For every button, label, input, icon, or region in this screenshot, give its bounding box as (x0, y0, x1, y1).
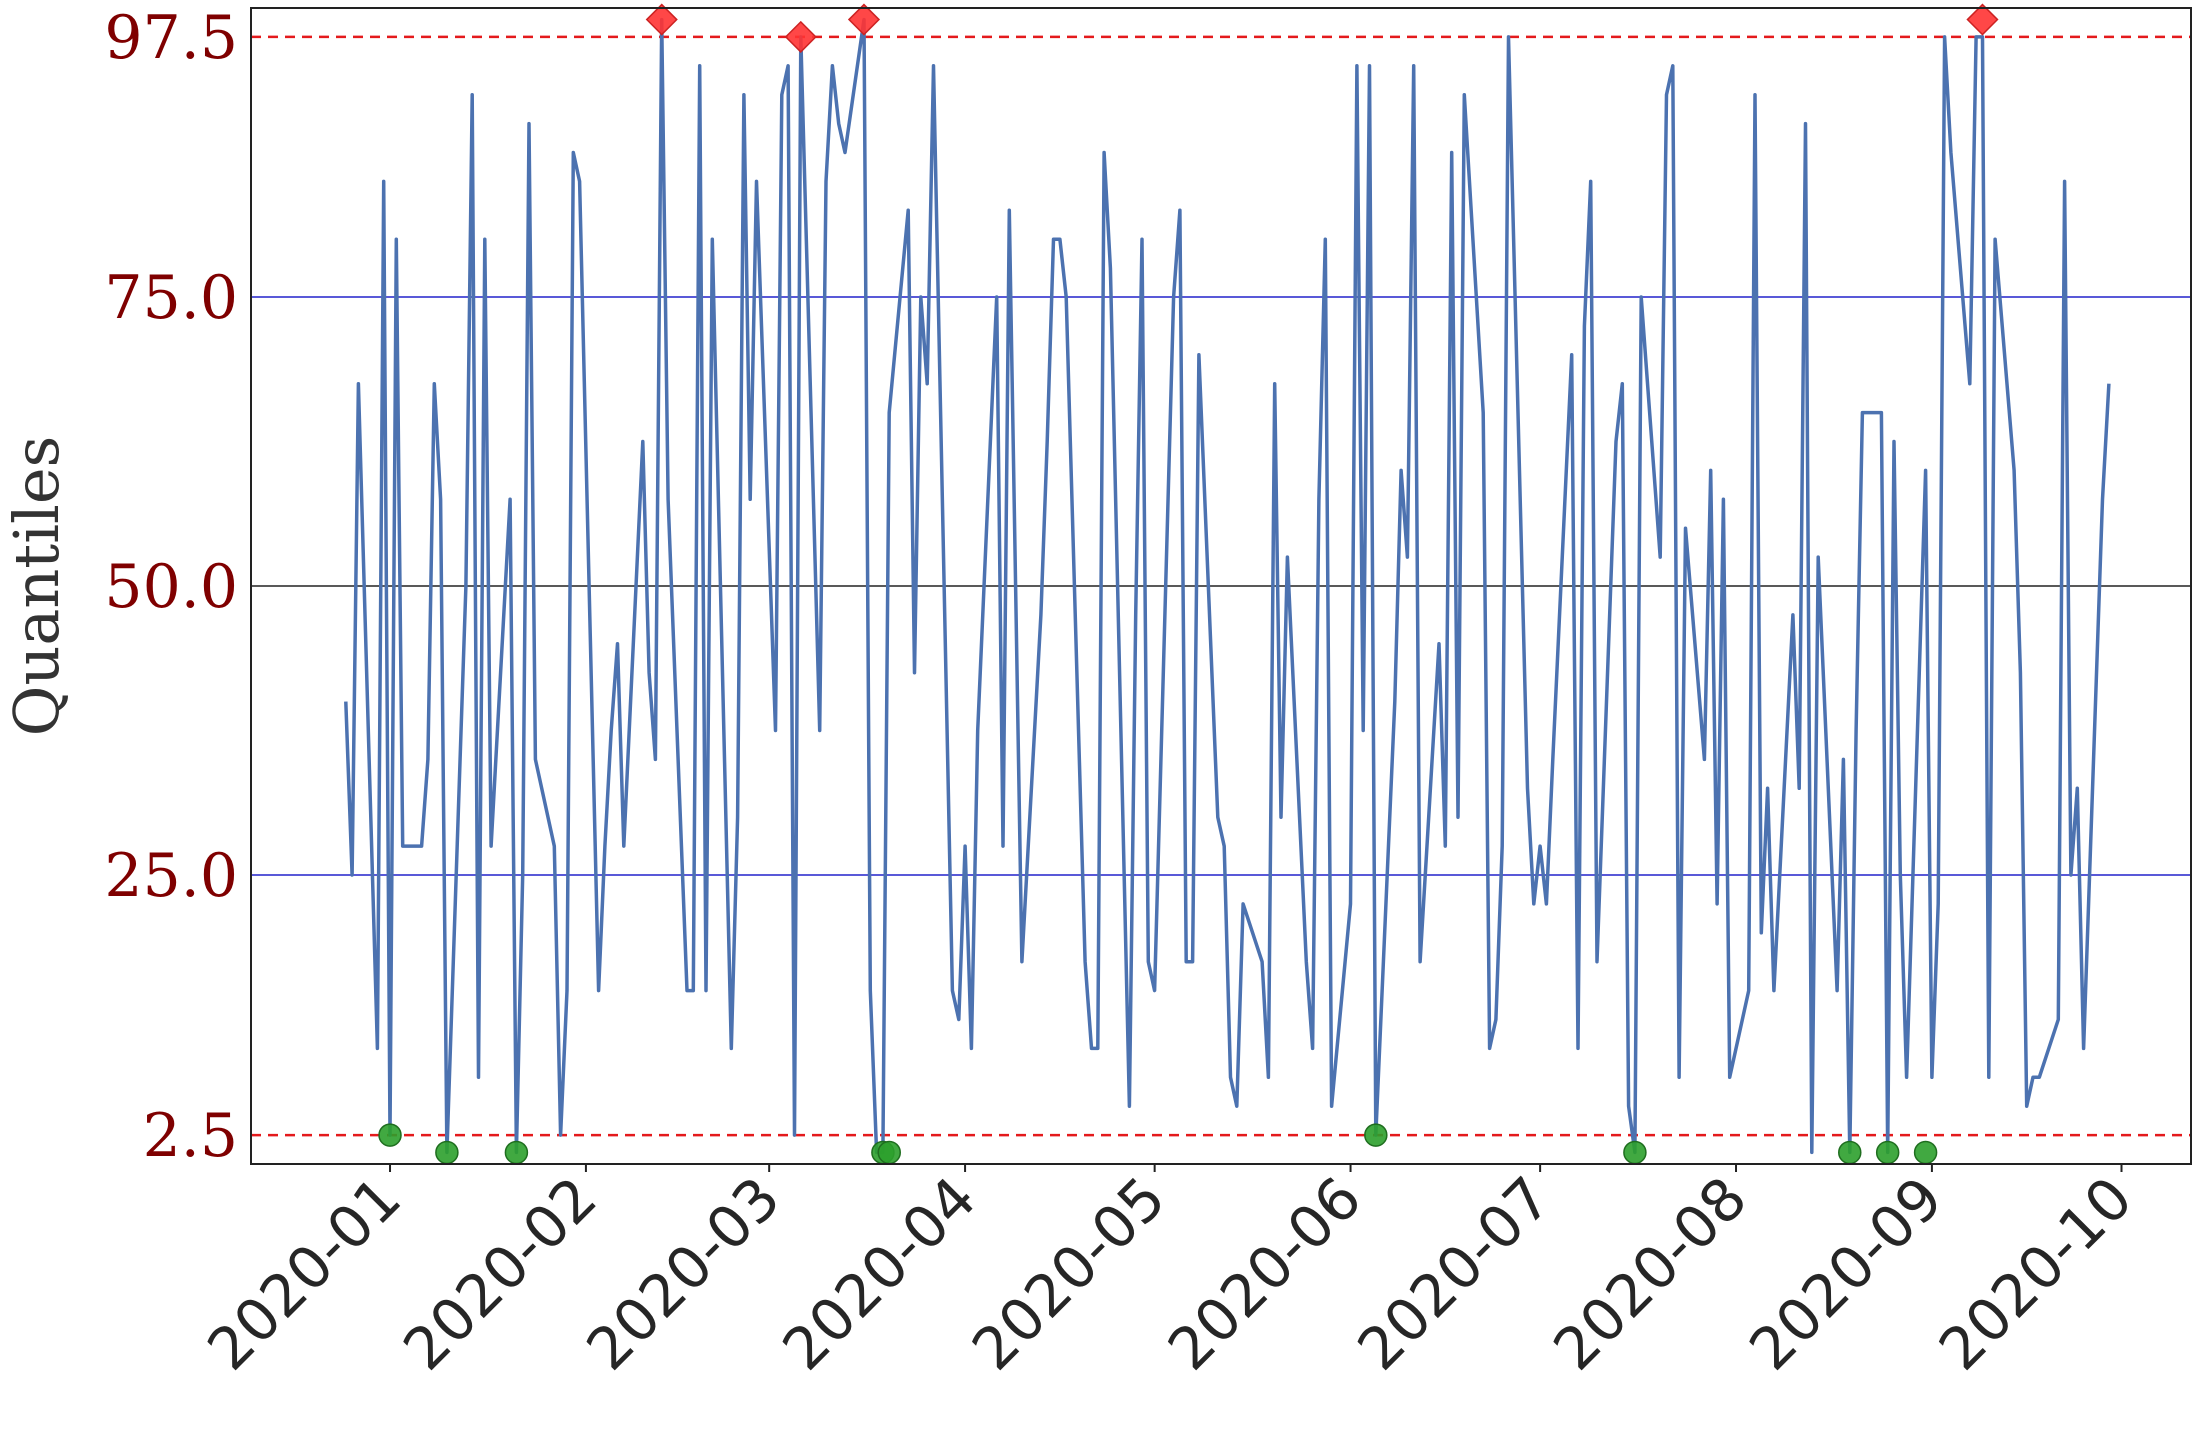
low-marker-8 (1875, 1140, 1900, 1165)
y-axis-label: Quantiles (0, 436, 73, 737)
y-tick-labels: 2.5 25.0 50.0 75.0 97.5 (104, 3, 238, 1171)
high-marker-1 (784, 20, 817, 53)
x-tick-label: 2020-06 (1155, 1164, 1374, 1383)
x-tick-label: 2020-10 (1926, 1164, 2145, 1383)
x-tick-label: 2020-03 (574, 1164, 793, 1383)
x-tick-labels: 2020-012020-022020-032020-042020-052020-… (194, 1164, 2145, 1383)
y-tick-label: 2.5 (143, 1101, 238, 1171)
low-marker-7 (1838, 1140, 1862, 1165)
high-marker-3 (1966, 3, 1999, 36)
low-marker-0 (378, 1123, 402, 1147)
x-tick-label: 2020-04 (770, 1164, 989, 1383)
low-marker-4 (877, 1140, 901, 1165)
y-tick-label: 25.0 (104, 841, 238, 911)
high-marker-0 (645, 3, 678, 36)
y-tick-label: 50.0 (104, 552, 238, 622)
low-marker-5 (1364, 1123, 1388, 1147)
low-marker-1 (435, 1140, 459, 1165)
x-tick-label: 2020-05 (959, 1164, 1178, 1383)
low-marker-6 (1623, 1140, 1647, 1165)
x-tick-label: 2020-08 (1540, 1164, 1759, 1383)
reference-lines (251, 35, 2191, 1137)
plot-frame (250, 7, 2192, 1165)
x-tick-label: 2020-02 (390, 1164, 609, 1383)
low-marker-2 (504, 1140, 529, 1165)
x-tick-label: 2020-07 (1345, 1164, 1564, 1383)
x-tick-label: 2020-01 (194, 1164, 413, 1383)
y-tick-label: 75.0 (104, 263, 238, 333)
series-line-0 (344, 17, 2111, 1155)
y-tick-label: 97.5 (104, 3, 238, 73)
marker-layer (378, 3, 1999, 1165)
x-tick-label: 2020-09 (1736, 1164, 1955, 1383)
high-marker-2 (847, 3, 881, 36)
series-layer (344, 17, 2111, 1155)
low-marker-9 (1913, 1140, 1938, 1165)
